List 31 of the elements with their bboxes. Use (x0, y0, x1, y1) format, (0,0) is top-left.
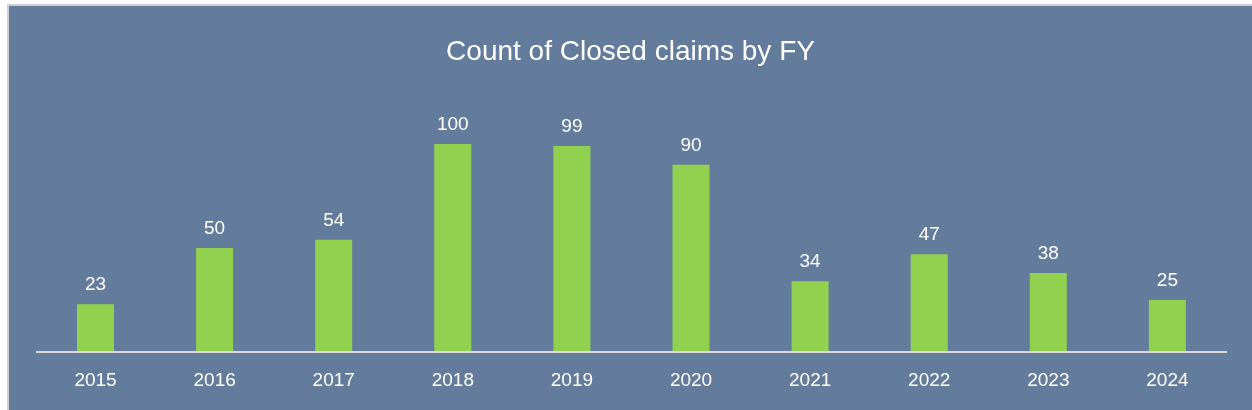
data-label: 99 (561, 115, 583, 137)
data-label: 100 (436, 113, 469, 134)
x-tick-label: 2022 (908, 369, 951, 391)
x-tick-label: 2015 (74, 369, 117, 391)
data-label: 47 (918, 223, 940, 245)
data-label: 25 (1156, 269, 1178, 290)
bar (77, 304, 114, 352)
data-label: 54 (323, 208, 345, 230)
x-tick-label: 2021 (789, 369, 832, 391)
x-tick-label: 2020 (669, 369, 713, 391)
bar (315, 239, 353, 352)
chart-title: Count of Closed claims by FY (445, 34, 816, 68)
data-label: 50 (204, 217, 226, 238)
x-tick-label: 2017 (312, 369, 355, 391)
bar (1148, 300, 1186, 352)
data-label: 38 (1037, 241, 1059, 263)
x-tick-label: 2023 (1027, 369, 1070, 391)
bar (910, 254, 948, 352)
data-label: 90 (680, 133, 702, 155)
x-tick-label: 2018 (431, 369, 474, 391)
data-label: 23 (84, 273, 107, 295)
x-tick-label: 2024 (1146, 369, 1190, 391)
bar (434, 144, 472, 352)
bar (196, 248, 234, 352)
bar (553, 146, 591, 352)
data-label: 34 (799, 250, 822, 272)
bar (791, 281, 829, 352)
x-tick-label: 2019 (550, 369, 594, 391)
bar (1029, 272, 1067, 352)
bar (672, 164, 710, 352)
x-tick-label: 2016 (193, 369, 236, 391)
